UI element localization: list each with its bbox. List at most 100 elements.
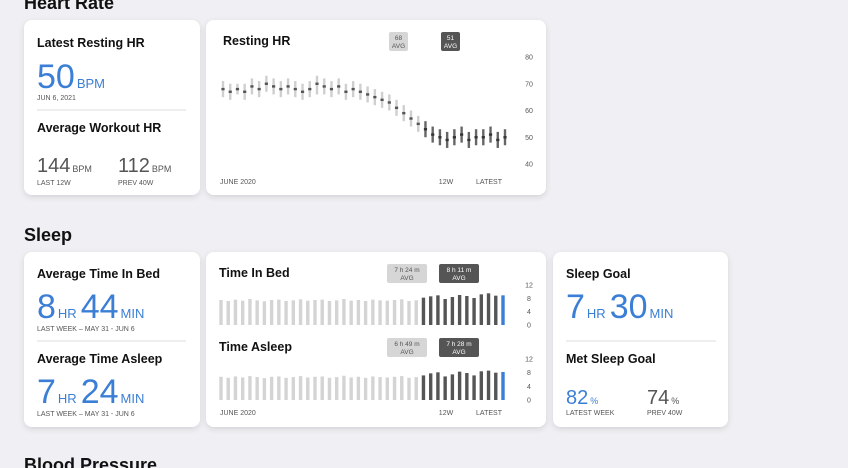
avg-mark xyxy=(315,82,319,85)
bar xyxy=(320,299,324,325)
value: 74 xyxy=(647,387,669,409)
bar xyxy=(486,370,491,400)
card-title: Average Workout HR xyxy=(37,121,161,135)
bar xyxy=(479,371,484,400)
section-heading: Blood Pressure xyxy=(24,455,157,468)
bar xyxy=(450,374,455,400)
badge-value: 6 h 49 m xyxy=(394,341,419,348)
avg-mark xyxy=(329,87,334,91)
avg-mark xyxy=(445,138,449,142)
avg-mark xyxy=(423,128,428,131)
bar xyxy=(400,299,404,325)
bar xyxy=(349,377,353,400)
section-heading: Sleep xyxy=(24,225,72,245)
avg-mark xyxy=(221,87,225,91)
bar xyxy=(363,377,368,400)
bar xyxy=(371,376,375,400)
avg-mark xyxy=(228,90,232,93)
bar xyxy=(298,299,303,325)
avg-mark xyxy=(344,90,348,93)
x-label: JUNE 2020 xyxy=(220,179,256,186)
range-bar xyxy=(315,75,319,95)
chart-title: Resting HR xyxy=(223,34,290,48)
bar xyxy=(494,295,498,325)
bar xyxy=(378,377,382,400)
unit: MIN xyxy=(121,306,145,321)
value: 8 xyxy=(37,288,56,326)
unit: % xyxy=(590,396,598,406)
bar xyxy=(501,371,505,400)
bar xyxy=(385,300,390,325)
unit: % xyxy=(671,396,679,406)
badge-value: 7 h 24 m xyxy=(394,267,419,274)
bar xyxy=(378,300,382,325)
unit: BPM xyxy=(72,164,92,174)
section-heading: Heart Rate xyxy=(24,0,114,13)
metric: 7 HR 24 MIN xyxy=(37,373,144,411)
bar xyxy=(472,375,476,400)
unit: HR xyxy=(58,391,77,406)
badge-value: 8 h 11 m xyxy=(447,267,472,274)
bar xyxy=(356,300,361,325)
metric: 74% xyxy=(647,387,679,409)
y-tick-label: 50 xyxy=(525,135,533,142)
value: 44 xyxy=(81,288,119,326)
avg-mark xyxy=(467,138,471,142)
bar xyxy=(457,371,462,400)
badge-label: AVG xyxy=(392,43,405,50)
bar xyxy=(327,377,332,400)
avg-mark xyxy=(496,138,500,142)
bar xyxy=(284,377,288,400)
bar xyxy=(450,297,455,325)
bar xyxy=(334,377,339,400)
metric-label: PREV 40W xyxy=(118,180,154,187)
bar xyxy=(306,300,310,325)
bar xyxy=(392,300,397,325)
date: JUN 6, 2021 xyxy=(37,95,76,102)
avg-mark xyxy=(416,122,420,126)
bar xyxy=(342,375,346,400)
badge-value: 7 h 28 m xyxy=(446,341,471,348)
metric: 7 HR 30 MIN xyxy=(566,288,673,326)
bar xyxy=(436,372,440,400)
avg-mark xyxy=(243,90,247,93)
avg-badge xyxy=(387,264,427,283)
bar xyxy=(262,301,267,325)
bar xyxy=(363,301,368,325)
bar xyxy=(436,295,440,325)
bar xyxy=(334,300,339,325)
x-label: LATEST xyxy=(476,179,503,186)
avg-mark xyxy=(250,85,254,88)
bar xyxy=(421,375,426,400)
avg-mark xyxy=(481,136,485,139)
bar xyxy=(465,373,469,400)
period: LAST WEEK – MAY 31 - JUN 6 xyxy=(37,326,135,333)
badge-label: AVG xyxy=(400,275,413,282)
avg-mark xyxy=(264,82,268,85)
metric: 82% xyxy=(566,387,598,409)
bar xyxy=(421,297,426,325)
bar xyxy=(414,300,418,325)
bar xyxy=(269,376,274,400)
bar xyxy=(291,377,296,400)
avg-mark xyxy=(308,87,312,91)
bar xyxy=(342,299,346,325)
unit: BPM xyxy=(77,76,105,91)
y-tick-label: 8 xyxy=(527,370,531,377)
card-title: Met Sleep Goal xyxy=(566,352,656,366)
chart-title: Time In Bed xyxy=(219,266,290,280)
bar xyxy=(400,376,404,400)
bar xyxy=(269,300,274,325)
bar xyxy=(313,300,317,325)
avg-badge xyxy=(441,32,460,51)
avg-mark xyxy=(409,117,413,120)
unit: HR xyxy=(587,306,606,321)
value: 82 xyxy=(566,387,588,409)
metric: 112 BPM xyxy=(118,155,171,177)
badge-label: AVG xyxy=(400,349,413,356)
avg-mark xyxy=(402,111,406,115)
card-title: Average Time In Bed xyxy=(37,267,160,281)
value: 30 xyxy=(610,288,648,326)
